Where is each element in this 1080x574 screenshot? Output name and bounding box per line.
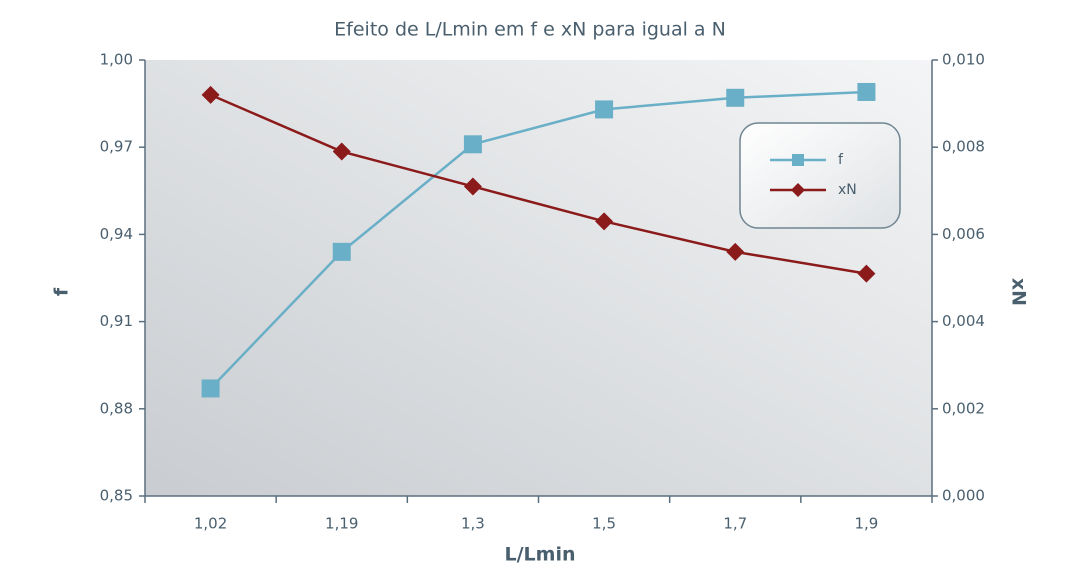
legend-marker [792, 154, 804, 166]
y2-tick-label: 0,002 [942, 399, 985, 417]
x-tick-label: 1,5 [592, 515, 616, 533]
y-axis-label: f [51, 287, 73, 296]
marker [463, 177, 482, 196]
y2-tick-label: 0,000 [942, 487, 985, 505]
marker [201, 379, 220, 398]
y2-tick-label: 0,004 [942, 312, 985, 330]
y2-axis-label: xN [1008, 278, 1030, 306]
marker [332, 242, 351, 261]
legend-label: f [838, 152, 844, 168]
legend-label: xN [838, 182, 857, 198]
y-tick-label: 0,97 [100, 138, 133, 156]
marker [595, 212, 614, 231]
y-tick-label: 0,88 [100, 399, 133, 417]
x-axis-label: L/Lmin [505, 544, 576, 566]
y2-tick-label: 0,008 [942, 138, 985, 156]
chart-title: Efeito de L/Lmin em f e xN para igual a … [334, 19, 726, 41]
x-tick-label: 1,9 [854, 515, 878, 533]
x-tick-label: 1,02 [194, 515, 227, 533]
x-tick-label: 1,3 [461, 515, 485, 533]
legend-marker [791, 183, 805, 197]
y-tick-label: 0,91 [100, 312, 133, 330]
legend [739, 122, 901, 229]
series-line [209, 90, 867, 390]
y-tick-label: 1,00 [100, 51, 133, 69]
marker [857, 264, 876, 283]
series-line [210, 93, 867, 275]
y-tick-label: 0,94 [100, 225, 133, 243]
y2-tick-label: 0,006 [942, 225, 985, 243]
marker [463, 135, 482, 154]
marker [332, 142, 351, 161]
marker [857, 82, 876, 101]
marker [201, 85, 220, 104]
marker [726, 88, 745, 107]
x-tick-label: 1,19 [325, 515, 358, 533]
y-tick-label: 0,85 [100, 487, 133, 505]
marker [595, 100, 614, 119]
x-tick-label: 1,7 [723, 515, 747, 533]
marker [726, 242, 745, 261]
y2-tick-label: 0,010 [942, 51, 985, 69]
